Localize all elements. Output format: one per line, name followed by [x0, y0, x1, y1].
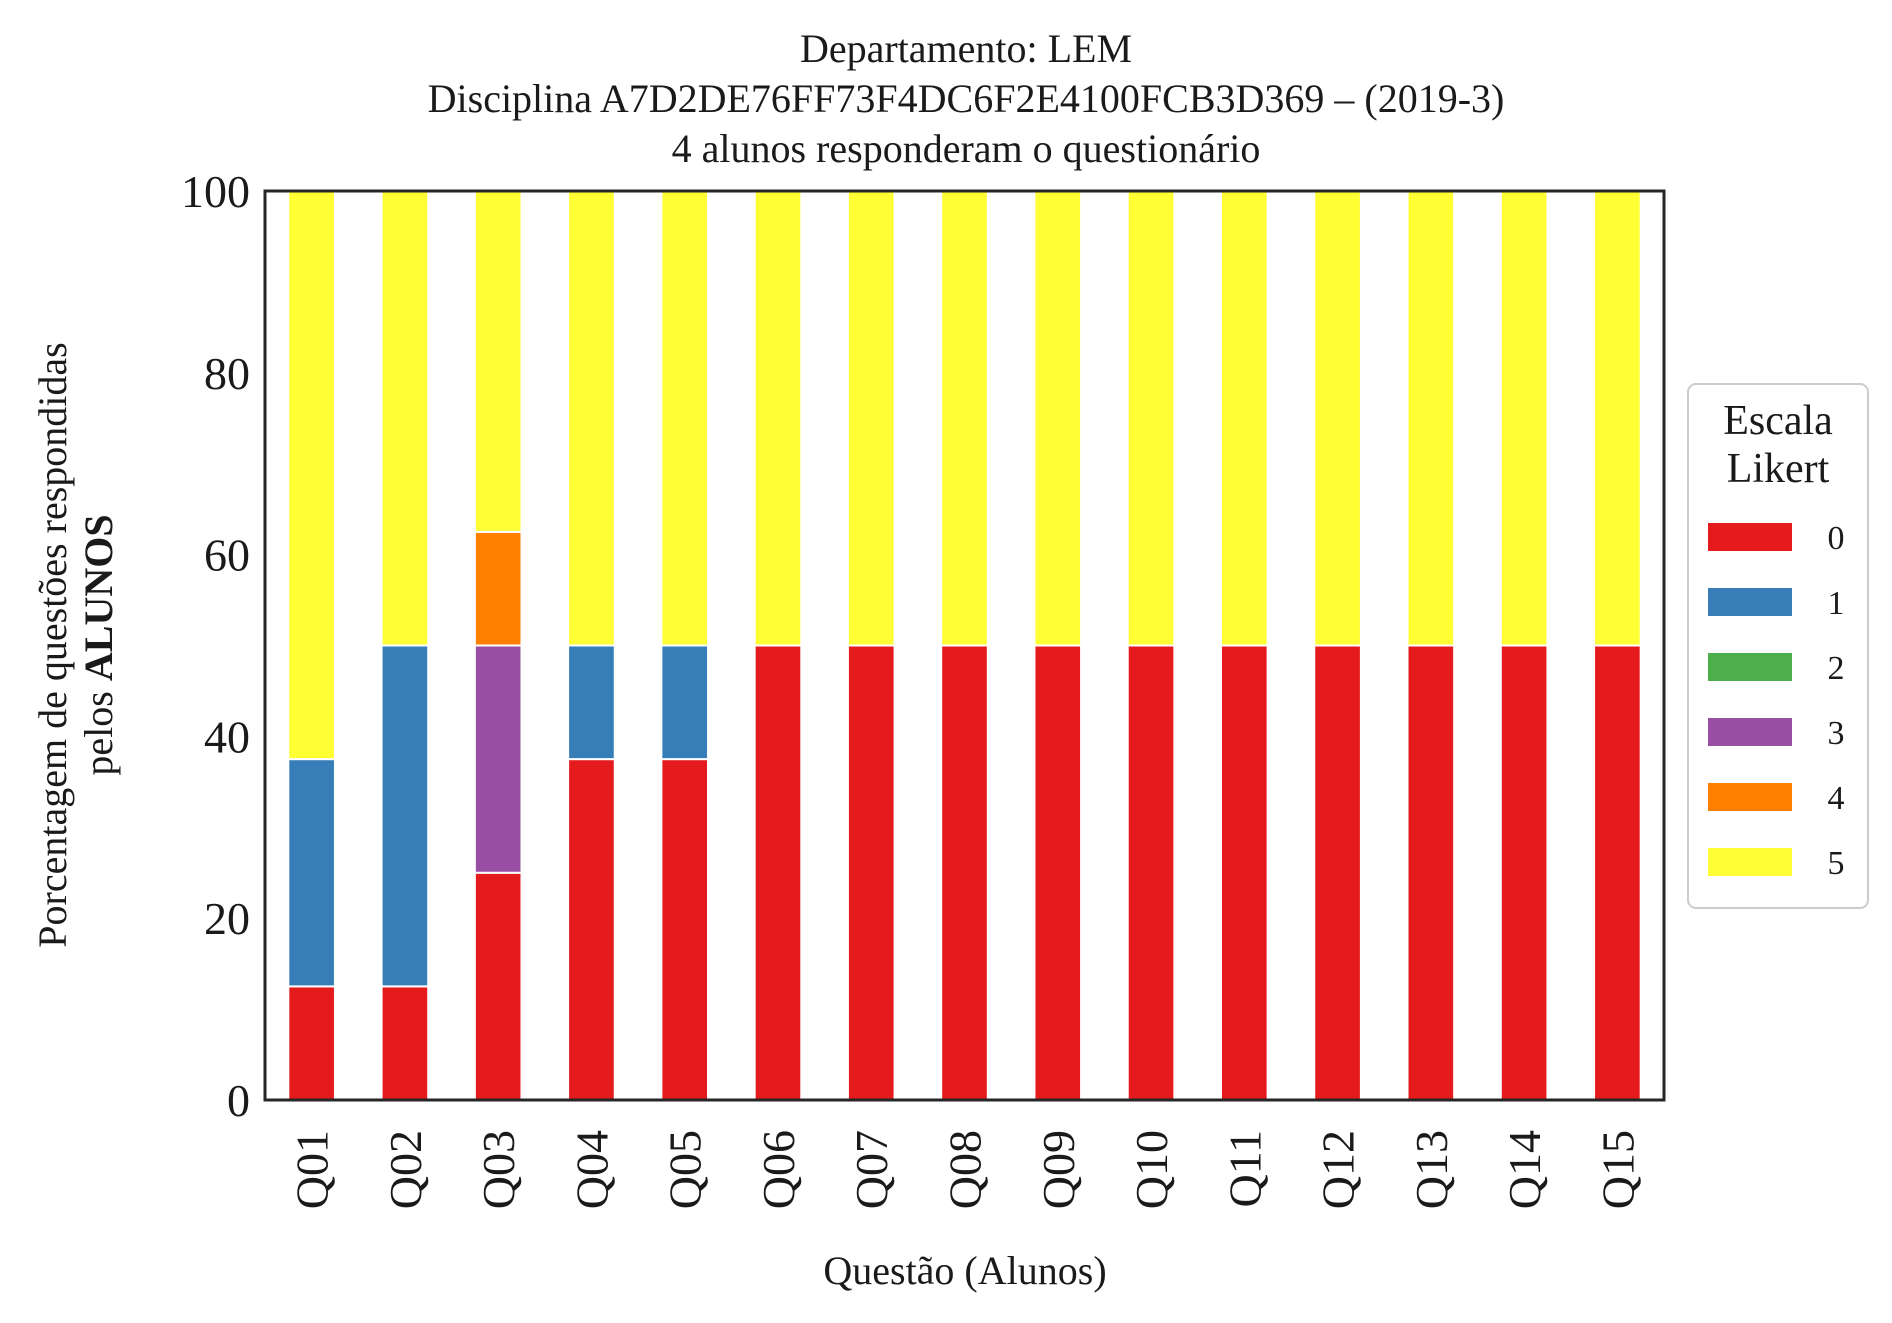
bar-q14-level-5 — [1499, 190, 1549, 647]
bar-q03-level-5 — [473, 190, 523, 533]
y-tick-label: 60 — [204, 530, 250, 581]
title-line-1: Departamento: LEM — [800, 26, 1132, 71]
bar-q10-level-5 — [1126, 190, 1176, 647]
y-tick-label: 0 — [227, 1075, 250, 1126]
x-tick-label: Q07 — [846, 1130, 897, 1209]
bar-q13-level-5 — [1406, 190, 1456, 647]
plot-area-frame — [263, 189, 1666, 1102]
bar-q02-level-5 — [380, 190, 430, 647]
x-tick-label: Q15 — [1592, 1130, 1643, 1209]
x-tick-label: Q12 — [1313, 1130, 1364, 1209]
y-axis-label-line-1: Porcentagem de questões respondidas — [30, 342, 75, 947]
bar-q04-level-1 — [567, 644, 616, 761]
bar-q01-level-1 — [287, 758, 336, 988]
legend-label-4: 4 — [1828, 780, 1845, 817]
x-tick-label: Q06 — [753, 1130, 804, 1209]
bar-q03-level-3 — [473, 644, 523, 874]
bar-q09-level-0 — [1033, 644, 1083, 1101]
legend-swatch-0 — [1708, 523, 1792, 551]
bar-q04-level-0 — [567, 758, 616, 1101]
x-tick-label: Q10 — [1126, 1130, 1177, 1209]
bar-q01-level-0 — [287, 985, 336, 1101]
bar-q03-level-4 — [473, 530, 523, 647]
legend-title-line-1: Escala — [1723, 398, 1833, 444]
x-tick-label: Q13 — [1406, 1130, 1457, 1209]
y-axis-ticks: 0 20 40 60 80 100 — [181, 166, 250, 1126]
bars — [287, 190, 1642, 1101]
bar-q07-level-5 — [846, 190, 896, 647]
bar-q11-level-0 — [1219, 644, 1269, 1101]
bar-q08-level-5 — [940, 190, 989, 647]
bar-q15-level-5 — [1593, 190, 1642, 647]
legend: Escala Likert 0 1 2 3 4 5 — [1687, 383, 1869, 909]
x-tick-label: Q03 — [473, 1130, 524, 1209]
legend-swatch-1 — [1708, 588, 1792, 616]
bar-q05-level-1 — [660, 644, 710, 761]
legend-title-line-2: Likert — [1727, 446, 1830, 492]
bar-q12-level-0 — [1313, 644, 1362, 1101]
legend-frame — [1687, 383, 1869, 909]
bar-q07-level-0 — [846, 644, 896, 1101]
x-tick-label: Q01 — [287, 1130, 338, 1209]
x-tick-label: Q09 — [1033, 1130, 1084, 1209]
legend-items: 0 1 2 3 4 5 — [1708, 520, 1845, 882]
chart-title: Departamento: LEM Disciplina A7D2DE76FF7… — [428, 26, 1505, 171]
x-tick-label: Q14 — [1499, 1130, 1550, 1209]
legend-label-5: 5 — [1828, 845, 1845, 882]
bar-q02-level-1 — [380, 644, 430, 988]
bar-q02-level-0 — [380, 985, 430, 1101]
legend-swatch-2 — [1708, 653, 1792, 681]
bar-q11-level-5 — [1219, 190, 1269, 647]
bar-q05-level-5 — [660, 190, 710, 647]
y-tick-label: 80 — [204, 348, 250, 399]
legend-swatch-4 — [1708, 783, 1792, 811]
legend-label-2: 2 — [1828, 650, 1845, 687]
x-tick-label: Q08 — [940, 1130, 991, 1209]
bar-q05-level-0 — [660, 758, 710, 1101]
y-tick-label: 100 — [181, 166, 250, 217]
title-line-3: 4 alunos responderam o questionário — [672, 126, 1261, 171]
bar-q03-level-0 — [473, 871, 523, 1101]
y-axis-label-bold: ALUNOS — [76, 514, 121, 681]
x-axis-label: Questão (Alunos) — [823, 1248, 1106, 1293]
bar-q12-level-5 — [1313, 190, 1362, 647]
title-line-2: Disciplina A7D2DE76FF73F4DC6F2E4100FCB3D… — [428, 76, 1505, 121]
bar-q14-level-0 — [1499, 644, 1549, 1101]
bar-q08-level-0 — [940, 644, 989, 1101]
y-tick-label: 40 — [204, 711, 250, 762]
y-axis-label: Porcentagem de questões respondidas pelo… — [30, 342, 121, 947]
x-tick-label: Q04 — [566, 1130, 617, 1209]
legend-label-0: 0 — [1828, 520, 1845, 557]
bar-q06-level-0 — [753, 644, 803, 1101]
x-axis-ticks: Q01 Q02 Q03 Q04 Q05 Q06 Q07 Q08 Q09 Q10 Q11 Q12 Q13 Q… — [287, 1130, 1644, 1209]
legend-label-3: 3 — [1828, 715, 1845, 752]
bar-q13-level-0 — [1406, 644, 1456, 1101]
bar-q01-level-5 — [287, 190, 336, 761]
bar-q09-level-5 — [1033, 190, 1083, 647]
legend-swatch-3 — [1708, 718, 1792, 746]
x-tick-label: Q02 — [380, 1130, 431, 1209]
x-tick-label: Q11 — [1219, 1130, 1270, 1208]
y-axis-label-prefix: pelos — [76, 681, 121, 775]
bar-q04-level-5 — [567, 190, 616, 647]
bar-q10-level-0 — [1126, 644, 1176, 1101]
x-tick-label: Q05 — [660, 1130, 711, 1209]
y-axis-label-line-2: pelos ALUNOS — [76, 514, 121, 775]
y-tick-label: 20 — [204, 893, 250, 944]
bar-q06-level-5 — [753, 190, 803, 647]
legend-label-1: 1 — [1828, 585, 1845, 622]
legend-swatch-5 — [1708, 848, 1792, 876]
bar-q15-level-0 — [1593, 644, 1642, 1101]
